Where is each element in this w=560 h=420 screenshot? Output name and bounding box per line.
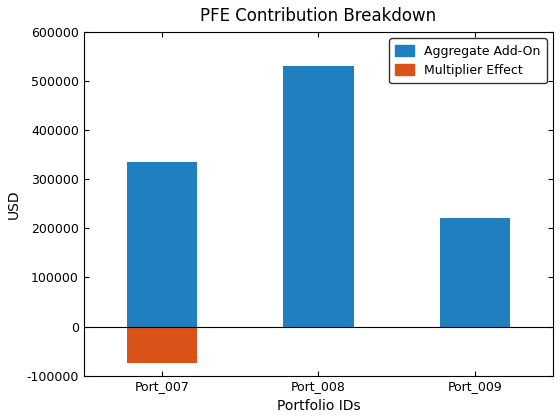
Bar xyxy=(283,66,353,327)
Bar xyxy=(127,327,197,363)
X-axis label: Portfolio IDs: Portfolio IDs xyxy=(277,399,360,413)
Title: PFE Contribution Breakdown: PFE Contribution Breakdown xyxy=(200,7,436,25)
Bar xyxy=(127,162,197,327)
Legend: Aggregate Add-On, Multiplier Effect: Aggregate Add-On, Multiplier Effect xyxy=(389,38,547,83)
Y-axis label: USD: USD xyxy=(7,189,21,219)
Bar xyxy=(440,218,510,327)
